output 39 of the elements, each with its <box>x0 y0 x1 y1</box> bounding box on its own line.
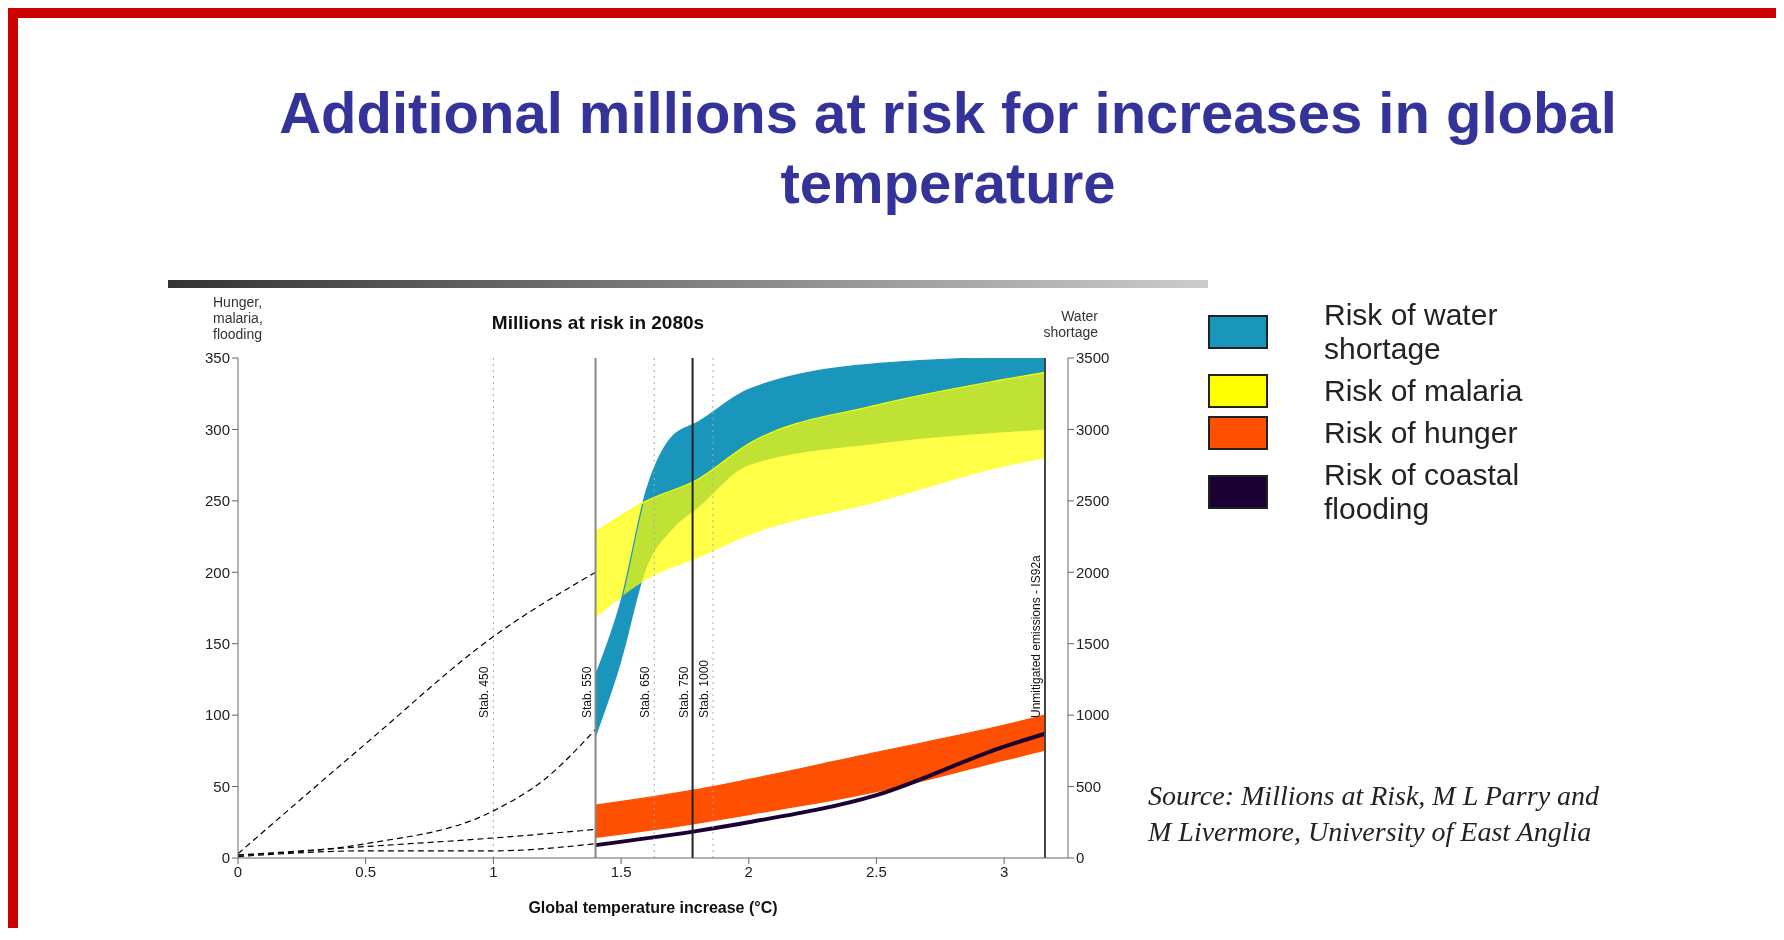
y-axis-title: Hunger, malaria, flooding <box>213 294 264 342</box>
y2-axis-title: Water shortage <box>1042 308 1098 340</box>
legend-label: Risk of coastal flooding <box>1324 458 1521 526</box>
legend-label: Risk of malaria <box>1324 374 1524 408</box>
y-tick-label: 250 <box>204 492 230 510</box>
x-tick-label: 0.5 <box>355 862 377 880</box>
y2-tick-label: 0 <box>1076 849 1085 867</box>
x-tick-label: 0 <box>233 862 243 880</box>
x-tick-label: 2.5 <box>866 862 887 880</box>
y-tick-label: 100 <box>204 706 230 724</box>
ref-line-label: Stab. 450 <box>477 666 492 718</box>
y2-tick-label: 3000 <box>1076 420 1110 438</box>
ref-line-label: Unmitigated emissions - IS92a <box>1029 554 1044 718</box>
ref-line-label: Stab. 550 <box>579 666 594 718</box>
ref-line-label: Stab. 1000 <box>697 659 712 718</box>
y2-tick-label: 1500 <box>1076 635 1110 653</box>
legend-label: Risk of water shortage <box>1324 298 1499 366</box>
source-note: Source: Millions at Risk, M L Parry and M Livermore, University of East Anglia <box>1148 779 1601 849</box>
y2-tick-label: 1000 <box>1076 706 1110 724</box>
chart-subtitle: Millions at risk in 2080s <box>490 312 706 334</box>
y-tick-label: 50 <box>213 777 230 795</box>
y2-tick-label: 2000 <box>1076 563 1110 581</box>
x-tick-label: 3 <box>999 862 1009 880</box>
x-tick-label: 1 <box>489 862 498 880</box>
y2-tick-label: 2500 <box>1076 492 1110 510</box>
x-tick-label: 2 <box>744 862 753 880</box>
y2-tick-label: 500 <box>1076 777 1102 795</box>
ref-line-label: Stab. 650 <box>638 666 653 718</box>
y-tick-label: 350 <box>204 349 230 367</box>
legend-label: Risk of hunger <box>1324 416 1519 450</box>
y2-tick-label: 3500 <box>1076 349 1110 367</box>
y-tick-label: 0 <box>221 849 230 867</box>
x-axis-title: Global temperature increase (°C) <box>528 899 778 916</box>
x-tick-label: 1.5 <box>610 862 632 880</box>
chart-title: Additional millions at risk for increases in global temperature <box>278 79 1618 217</box>
ref-line-label: Stab. 750 <box>676 666 691 718</box>
y-tick-label: 150 <box>204 635 230 653</box>
y-tick-label: 300 <box>204 420 230 438</box>
y-tick-label: 200 <box>204 563 230 581</box>
